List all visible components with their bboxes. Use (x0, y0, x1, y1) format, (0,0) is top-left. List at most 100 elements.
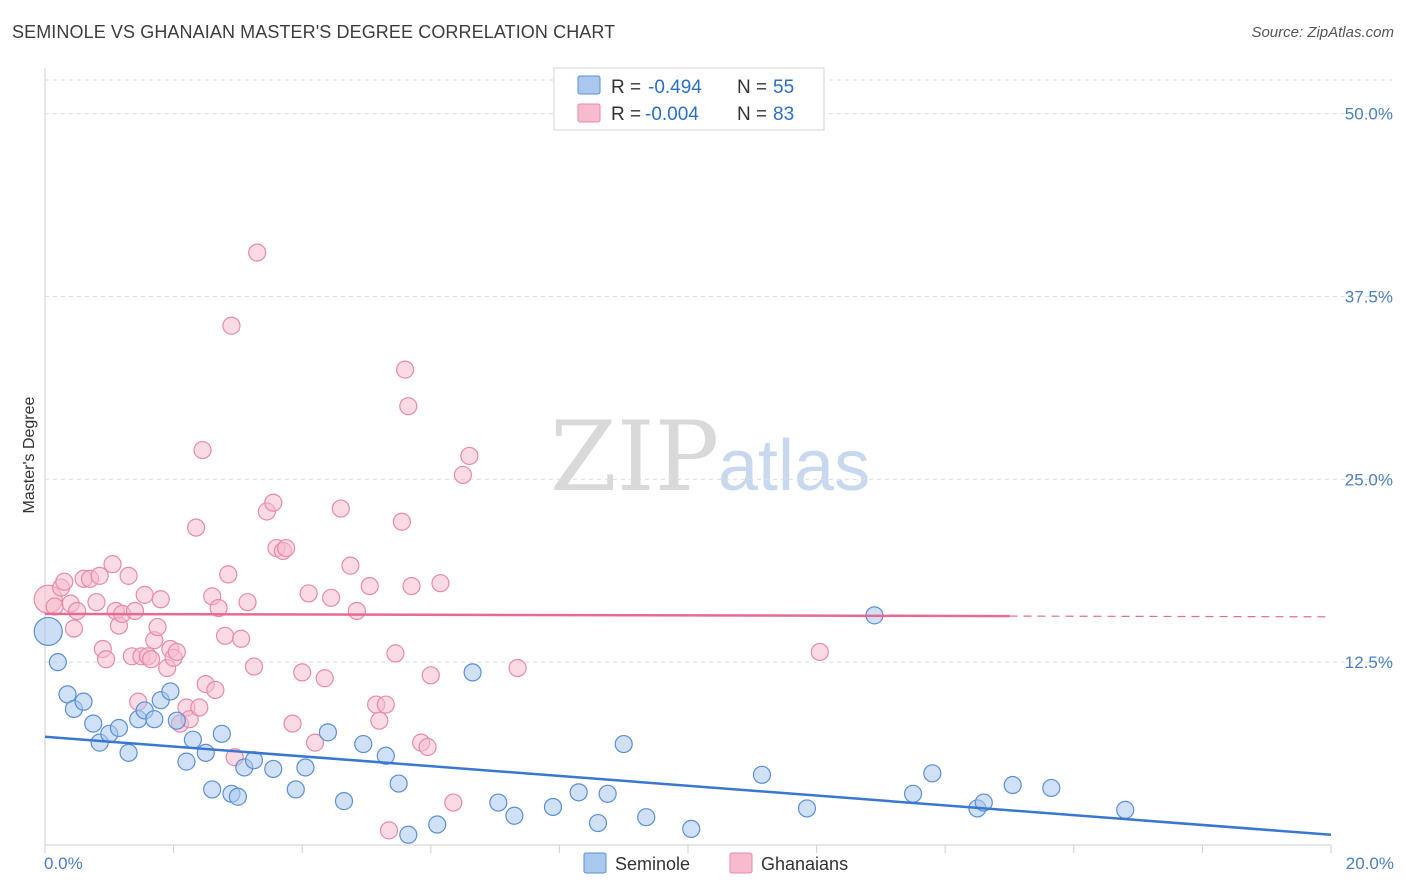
ghanaian-point-35 (187, 518, 206, 537)
ghanaian-point-70 (392, 512, 411, 531)
ghanaian-point-67 (376, 695, 395, 714)
source-label: Source: ZipAtlas.com (1251, 24, 1394, 41)
ghanaian-point-1 (45, 597, 64, 616)
y-tick-label-2: 37.5% (1345, 287, 1393, 306)
ghanaian-point-51 (264, 493, 283, 512)
seminole-point-29 (334, 792, 354, 811)
seminole-point-1 (48, 653, 67, 672)
seminole-point-38 (543, 797, 563, 817)
seminole-point-18 (196, 743, 215, 762)
ghanaian-point-9 (87, 593, 106, 612)
seminole-point-30 (354, 734, 373, 754)
ghanaian-point-5 (64, 619, 84, 638)
ghanaian-point-55 (283, 714, 302, 733)
ghanaian-point-37 (193, 440, 212, 460)
y-tick-label-3: 50.0% (1345, 105, 1393, 124)
legend-r-label-ghanaian: R = (611, 104, 641, 125)
legend-n-label-ghanaian: N = (737, 104, 767, 125)
legend-n-value-ghanaian: 83 (773, 104, 794, 125)
ghanaian-point-44 (222, 316, 241, 335)
x-tick-label-max: 20.0% (1346, 854, 1394, 873)
x-tick-label-min: 0.0% (44, 854, 83, 873)
ghanaian-point-19 (125, 601, 145, 621)
legend-swatch-seminole (577, 75, 601, 95)
ghanaian-point-66 (370, 711, 389, 730)
legend-swatch-ghanaian (577, 103, 601, 123)
y-tick-label-1: 25.0% (1345, 470, 1393, 489)
seminole-point-43 (637, 808, 656, 827)
ghanaian-point-57 (299, 584, 318, 603)
seminole-point-19 (203, 780, 222, 799)
seminole-point-34 (428, 815, 447, 834)
seminole-point-40 (588, 813, 608, 833)
ghanaian-point-60 (322, 588, 341, 607)
seminole-point-44 (682, 819, 701, 839)
seminole-point-22 (228, 787, 247, 806)
seminole-point-16 (177, 752, 196, 771)
ghanaian-point-3 (55, 572, 74, 591)
ghanaian-point-58 (305, 733, 325, 752)
ghanaian-point-24 (141, 650, 161, 669)
seminole-point-12 (145, 710, 164, 729)
ghanaian-point-17 (119, 566, 138, 585)
ghanaian-point-49 (248, 243, 267, 262)
bottom-legend-swatch-ghanaian (729, 852, 753, 874)
ghanaian-point-12 (96, 650, 116, 669)
ghanaian-point-63 (347, 601, 366, 621)
watermark-zip: ZIP (550, 401, 719, 513)
ghanaian-point-80 (460, 446, 479, 466)
ghanaian-point-43 (219, 565, 238, 584)
ghanaian-point-27 (151, 590, 170, 609)
chart-title: SEMINOLE VS GHANAIAN MASTER'S DEGREE COR… (12, 22, 616, 42)
seminole-point-27 (296, 758, 315, 777)
ghanaian-point-73 (402, 576, 421, 596)
seminole-point-35 (463, 663, 482, 682)
seminole-point-49 (923, 764, 942, 783)
seminole-point-39 (569, 783, 588, 802)
seminole-point-31 (376, 746, 395, 765)
ghanaian-point-72 (399, 397, 418, 416)
seminole-point-52 (1003, 775, 1022, 795)
seminole-point-5 (84, 714, 103, 733)
legend-r-label-seminole: R = (611, 77, 641, 98)
ghanaian-point-47 (238, 593, 257, 612)
seminole-point-48 (903, 784, 923, 803)
ghanaian-point-31 (167, 642, 186, 662)
legend-n-value-seminole: 55 (773, 77, 794, 98)
seminole-point-33 (399, 825, 418, 844)
seminole-point-32 (389, 774, 408, 793)
ghanaian-points (33, 243, 829, 840)
legend-n-label-seminole: N = (737, 77, 767, 98)
seminole-point-41 (598, 784, 617, 803)
seminole-point-26 (286, 780, 305, 799)
seminole-point-45 (752, 765, 772, 784)
seminole-point-20 (212, 724, 231, 743)
ghanaian-point-62 (341, 556, 360, 575)
seminole-point-17 (183, 730, 202, 749)
bottom-legend-ghanaian: Ghanaians (761, 854, 848, 874)
ghanaian-point-79 (453, 465, 473, 485)
seminole-point-46 (797, 799, 817, 818)
ghanaian-trend-line (44, 612, 1010, 618)
seminole-point-36 (489, 793, 508, 812)
seminole-point-14 (161, 682, 180, 701)
seminole-point-9 (119, 743, 138, 762)
seminole-point-54 (1116, 800, 1135, 819)
ghanaian-point-13 (103, 555, 122, 574)
seminole-point-42 (614, 734, 633, 754)
y-tick-labels: 12.5% 25.0% 37.5% 50.0% (1345, 105, 1393, 673)
ghanaian-point-77 (431, 574, 450, 593)
ghanaian-point-6 (68, 601, 87, 621)
seminole-point-28 (318, 723, 338, 742)
ghanaian-point-46 (232, 629, 251, 648)
ghanaian-point-78 (444, 793, 463, 812)
ghanaian-point-22 (135, 585, 154, 604)
seminole-point-15 (167, 711, 186, 730)
series-legend: Seminole Ghanaians (583, 852, 848, 874)
ghanaian-point-48 (244, 657, 264, 676)
ghanaian-point-82 (810, 642, 829, 662)
ghanaian-point-61 (331, 499, 350, 518)
ghanaian-point-76 (421, 666, 440, 685)
y-tick-label-0: 12.5% (1345, 653, 1393, 672)
